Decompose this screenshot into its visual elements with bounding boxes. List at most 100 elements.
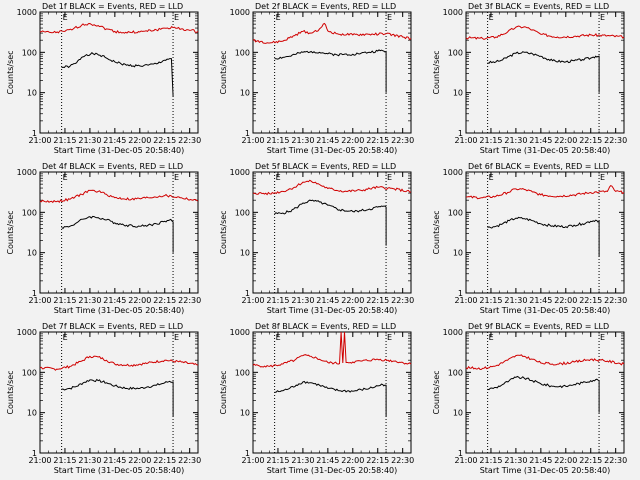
- plot-frame: [252, 11, 412, 134]
- y-tick-label: 10: [453, 249, 463, 258]
- x-tick-label: 21:15: [266, 456, 289, 465]
- y-axis-label: Counts/sec: [432, 370, 441, 414]
- y-axis-label: Counts/sec: [219, 210, 228, 254]
- x-tick-label: 21:45: [316, 456, 339, 465]
- series-line-lld: [252, 179, 412, 196]
- detector-panel: Det 1f BLACK = Events, RED = LLD 1 10 100 10…: [0, 0, 213, 160]
- event-marker-label: E: [600, 333, 605, 342]
- detector-panel: Det 6f BLACK = Events, RED = LLD 1 10 100 10…: [426, 160, 639, 320]
- x-tick-label: 22:15: [579, 296, 602, 305]
- plot-frame: [39, 171, 199, 294]
- chart-title: Det 2f BLACK = Events, RED = LLD: [255, 2, 396, 11]
- x-axis-label: Start Time (31-Dec-05 20:58:40): [267, 306, 398, 315]
- x-tick-label: 22:15: [579, 136, 602, 145]
- event-marker-label: E: [63, 13, 68, 22]
- x-tick-label: 21:45: [316, 136, 339, 145]
- x-tick-label: 21:45: [316, 296, 339, 305]
- y-tick-label: 1000: [443, 168, 463, 177]
- y-tick-label: 10: [240, 89, 250, 98]
- y-tick-label: 1: [458, 129, 463, 138]
- plot-frame: [465, 11, 625, 134]
- y-tick-label: 1000: [230, 168, 250, 177]
- event-marker-label: E: [276, 333, 281, 342]
- x-tick-label: 22:15: [153, 296, 176, 305]
- x-tick-label: 21:00: [241, 136, 264, 145]
- y-tick-label: 1000: [17, 328, 37, 337]
- x-tick-label: 22:30: [178, 456, 201, 465]
- event-marker-label: E: [174, 173, 179, 182]
- x-tick-label: 21:30: [78, 456, 101, 465]
- x-tick-label: 22:30: [604, 136, 627, 145]
- y-tick-label: 1: [32, 129, 37, 138]
- x-tick-label: 22:30: [391, 296, 414, 305]
- chart-svg: Det 9f BLACK = Events, RED = LLD 1 10 100 10…: [432, 322, 627, 475]
- series-line-lld: [465, 184, 625, 200]
- chart-title: Det 4f BLACK = Events, RED = LLD: [42, 162, 183, 171]
- detector-panel: Det 9f BLACK = Events, RED = LLD 1 10 100 10…: [426, 320, 639, 480]
- x-tick-label: 21:00: [454, 296, 477, 305]
- x-tick-label: 22:00: [554, 136, 577, 145]
- y-tick-label: 10: [453, 89, 463, 98]
- x-tick-label: 21:00: [28, 136, 51, 145]
- series-line-events: [274, 199, 387, 246]
- x-tick-label: 21:15: [53, 296, 76, 305]
- x-tick-label: 22:30: [391, 136, 414, 145]
- y-tick-label: 1: [458, 289, 463, 298]
- x-tick-label: 21:15: [479, 456, 502, 465]
- series-line-lld: [39, 189, 199, 204]
- x-tick-label: 22:00: [341, 296, 364, 305]
- x-tick-label: 21:00: [241, 296, 264, 305]
- y-tick-label: 10: [27, 249, 37, 258]
- y-tick-label: 10: [240, 249, 250, 258]
- series-line-events: [487, 216, 600, 257]
- y-tick-label: 1000: [17, 8, 37, 17]
- event-marker-label: E: [63, 173, 68, 182]
- y-tick-label: 100: [448, 368, 463, 377]
- x-axis-label: Start Time (31-Dec-05 20:58:40): [480, 146, 611, 155]
- event-marker-label: E: [174, 13, 179, 22]
- event-marker-label: E: [387, 173, 392, 182]
- x-tick-label: 22:15: [153, 136, 176, 145]
- y-tick-label: 10: [27, 89, 37, 98]
- event-marker-label: E: [489, 13, 494, 22]
- plot-frame: [39, 11, 199, 134]
- plot-frame: [252, 331, 412, 454]
- y-tick-label: 1000: [17, 168, 37, 177]
- x-tick-label: 21:00: [454, 136, 477, 145]
- y-tick-label: 100: [22, 208, 37, 217]
- event-marker-label: E: [600, 13, 605, 22]
- x-tick-label: 22:00: [128, 456, 151, 465]
- x-tick-label: 22:15: [366, 136, 389, 145]
- event-marker-label: E: [600, 173, 605, 182]
- x-tick-label: 21:30: [78, 296, 101, 305]
- y-tick-label: 100: [22, 48, 37, 57]
- event-marker-label: E: [174, 333, 179, 342]
- event-marker-label: E: [489, 333, 494, 342]
- y-axis-label: Counts/sec: [219, 50, 228, 94]
- y-tick-label: 100: [448, 48, 463, 57]
- x-axis-label: Start Time (31-Dec-05 20:58:40): [267, 146, 398, 155]
- chart-svg: Det 1f BLACK = Events, RED = LLD 1 10 100 10…: [6, 2, 201, 155]
- event-marker-label: E: [387, 13, 392, 22]
- x-tick-label: 22:15: [153, 456, 176, 465]
- y-tick-label: 100: [235, 48, 250, 57]
- y-tick-label: 1: [458, 449, 463, 458]
- series-line-lld: [252, 331, 412, 368]
- y-tick-label: 1: [245, 449, 250, 458]
- x-axis-label: Start Time (31-Dec-05 20:58:40): [480, 306, 611, 315]
- chart-svg: Det 3f BLACK = Events, RED = LLD 1 10 100 10…: [432, 2, 627, 155]
- detector-panel: Det 4f BLACK = Events, RED = LLD 1 10 100 10…: [0, 160, 213, 320]
- x-tick-label: 22:15: [579, 456, 602, 465]
- y-tick-label: 1000: [230, 8, 250, 17]
- plot-frame: [252, 171, 412, 294]
- x-tick-label: 21:30: [78, 136, 101, 145]
- x-tick-label: 22:00: [128, 296, 151, 305]
- plot-frame: [465, 331, 625, 454]
- y-tick-label: 10: [240, 409, 250, 418]
- chart-svg: Det 5f BLACK = Events, RED = LLD 1 10 100 10…: [219, 162, 414, 315]
- y-axis-label: Counts/sec: [219, 370, 228, 414]
- x-tick-label: 22:30: [604, 296, 627, 305]
- y-tick-label: 1: [32, 449, 37, 458]
- series-line-events: [61, 378, 174, 417]
